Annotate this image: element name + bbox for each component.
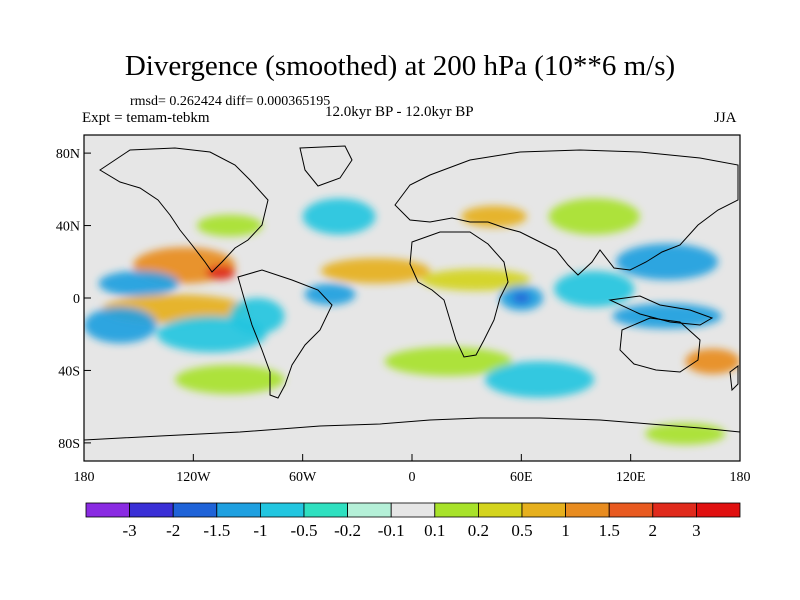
- contour-blob: [229, 298, 285, 335]
- colorbar-swatch: [129, 502, 174, 518]
- y-tick-label: 40S: [58, 364, 80, 379]
- colorbar-swatch: [434, 502, 479, 518]
- colorbar-swatch: [85, 502, 130, 518]
- coastlines: [84, 145, 740, 441]
- contour-blob: [554, 270, 635, 308]
- colorbar-swatch: [347, 502, 392, 518]
- contour-blob: [512, 292, 531, 304]
- contour-blob: [685, 348, 740, 375]
- colorbar-swatch: [259, 502, 305, 518]
- contour-blob: [645, 422, 726, 445]
- colorbar-swatch: [608, 502, 654, 518]
- contour-blob: [421, 269, 531, 291]
- colorbar-swatch: [565, 502, 610, 518]
- colorbar-swatch: [390, 502, 436, 518]
- x-tick-label: 60W: [289, 470, 317, 485]
- colorbar-label: -0.1: [378, 521, 405, 540]
- x-tick-label: 60E: [510, 470, 533, 485]
- colorbar-label: 3: [692, 521, 701, 540]
- contour-blob: [175, 365, 285, 394]
- colorbar-label: 0.2: [468, 521, 489, 540]
- colorbar-label: -1: [253, 521, 267, 540]
- contour-blob: [548, 198, 640, 235]
- y-tick-label: 80N: [56, 147, 80, 162]
- contour-blob: [384, 346, 513, 376]
- colorbar-label: 1: [561, 521, 570, 540]
- colorbar: -3 -2 -1.5 -1 -0.5 -0.2 -0.1 0.1 0.2 0.5 1 1.5 2 3: [85, 502, 741, 540]
- colorbar-swatch: [477, 502, 523, 518]
- y-axis: 80N 40N 0 40S 80S: [56, 147, 91, 452]
- x-tick-label: 180: [74, 470, 95, 485]
- contour-blob: [304, 283, 356, 306]
- contour-blob: [196, 214, 263, 237]
- contour-blob: [484, 361, 595, 398]
- colorbar-swatch: [521, 502, 566, 518]
- colorbar-label: -3: [123, 521, 137, 540]
- colorbar-label: -1.5: [203, 521, 230, 540]
- x-tick-label: 120E: [616, 470, 646, 485]
- colorbar-swatch: [652, 502, 697, 518]
- y-tick-label: 40N: [56, 220, 80, 235]
- colorbar-label: -0.2: [334, 521, 361, 540]
- contour-blob: [98, 270, 179, 297]
- y-tick-label: 80S: [58, 437, 80, 452]
- contour-blob: [320, 258, 431, 284]
- contour-blob: [616, 243, 719, 280]
- x-tick-label: 180: [730, 470, 751, 485]
- colorbar-swatch: [696, 502, 741, 518]
- y-tick-label: 0: [73, 292, 80, 307]
- contour-blob: [206, 265, 236, 280]
- colorbar-label: 2: [649, 521, 658, 540]
- stats-label: rmsd= 0.262424 diff= 0.000365195: [130, 94, 331, 109]
- colorbar-swatch: [216, 502, 261, 518]
- period-label: 12.0kyr BP - 12.0kyr BP: [325, 104, 474, 120]
- chart-title: Divergence (smoothed) at 200 hPa (10**6 …: [124, 50, 676, 82]
- colorbar-label: 1.5: [599, 521, 620, 540]
- x-tick-label: 0: [409, 470, 416, 485]
- contour-blob: [302, 198, 376, 235]
- contour-blob: [84, 307, 157, 344]
- colorbar-label: 0.5: [511, 521, 532, 540]
- x-tick-label: 120W: [176, 470, 211, 485]
- experiment-label: Expt = temam-tebkm: [82, 110, 210, 126]
- colorbar-label: -2: [166, 521, 180, 540]
- colorbar-label: 0.1: [424, 521, 445, 540]
- x-axis: 180 120W 60W 0 60E 120E 180: [74, 454, 751, 485]
- contour-fields: [84, 198, 740, 445]
- season-label: JJA: [714, 110, 737, 126]
- colorbar-label: -0.5: [291, 521, 318, 540]
- colorbar-swatch: [303, 502, 348, 518]
- colorbar-swatch: [172, 502, 218, 518]
